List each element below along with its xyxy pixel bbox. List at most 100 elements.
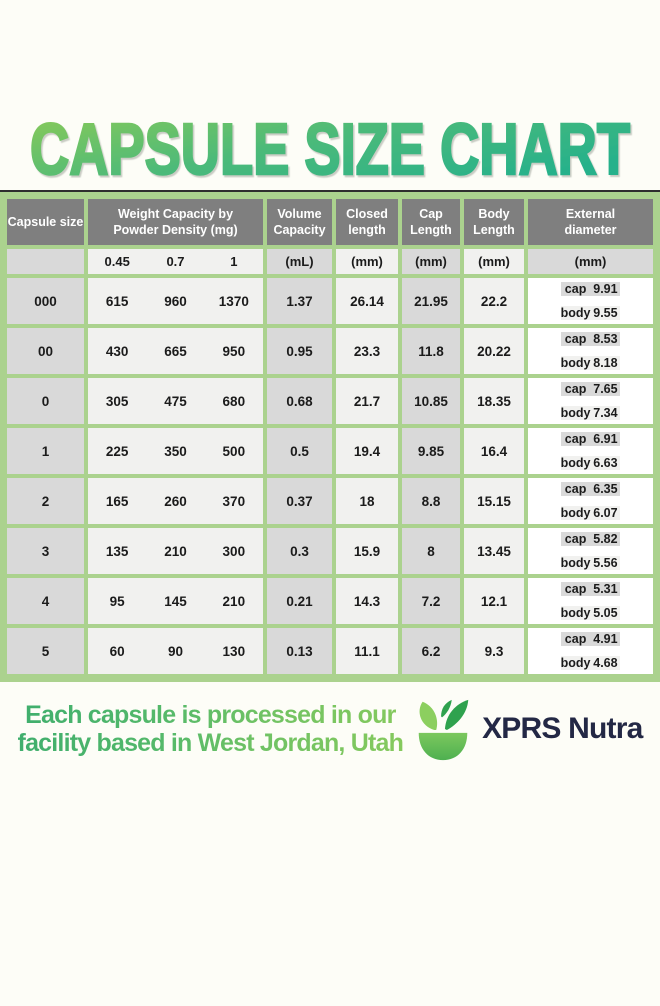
body-diameter-value: 9.55 [593,306,618,320]
cap-label: cap [564,332,587,346]
external-body-row: body 6.63 [560,456,621,470]
weight-1: 210 [222,593,246,609]
external-cap-row: cap 6.35 [560,482,621,496]
capsule-size-cell: 2 [7,478,84,524]
body-label: body [560,406,591,420]
weight-1: 370 [222,493,246,509]
body-label: body [560,306,591,320]
cap-length-cell: 9.85 [402,428,460,474]
weight-capacity-cell: 225 350 500 [88,428,263,474]
footer: Each capsule is processed in our facilit… [0,695,660,763]
cap-diameter-value: 5.82 [593,532,618,546]
volume-capacity-cell: 0.5 [267,428,332,474]
weight-07: 90 [167,643,183,659]
body-length-cell: 18.35 [464,378,524,424]
closed-length-cell: 26.14 [336,278,398,324]
density-1: 1 [230,254,238,269]
page-title-wrap: CAPSULE SIZE CHART [0,106,660,190]
body-length-cell: 22.2 [464,278,524,324]
weight-1: 130 [222,643,246,659]
closed-length-cell: 23.3 [336,328,398,374]
header-external-line2: diameter [564,223,617,237]
body-diameter-value: 6.07 [593,506,618,520]
external-cap-row: cap 4.91 [560,632,621,646]
cap-label: cap [564,582,587,596]
body-diameter-value: 4.68 [593,656,618,670]
footer-tagline-line2: facility based in West Jordan, Utah [17,729,404,757]
weight-07: 475 [164,393,187,409]
external-cap-row: cap 7.65 [560,382,621,396]
closed-length-cell: 18 [336,478,398,524]
external-body-row: body 6.07 [560,506,621,520]
weight-07: 960 [164,293,187,309]
weight-045: 135 [105,543,129,559]
header-volume-capacity: Volume Capacity [267,199,332,245]
header-capsule-size: Capsule size [7,199,84,245]
external-diameter-cell: cap 9.91 body 9.55 [528,278,653,324]
external-diameter-cell: cap 6.91 body 6.63 [528,428,653,474]
cap-length-cell: 10.85 [402,378,460,424]
subheader-volume-unit: (mL) [267,249,332,274]
weight-045: 615 [105,293,129,309]
header-body-length: Body Length [464,199,524,245]
capsule-size-cell: 0 [7,378,84,424]
brand-logo: XPRS Nutra [409,695,643,763]
body-diameter-value: 5.56 [593,556,618,570]
body-diameter-value: 6.63 [593,456,618,470]
weight-1: 680 [222,393,246,409]
subheader-external-unit: (mm) [528,249,653,274]
volume-capacity-cell: 0.3 [267,528,332,574]
cap-diameter-value: 6.35 [593,482,618,496]
header-weight-capacity: Weight Capacity by Powder Density (mg) [88,199,263,245]
weight-07: 145 [164,593,187,609]
capsule-size-cell: 5 [7,628,84,674]
subheader-closed-unit: (mm) [336,249,398,274]
external-diameter-cell: cap 5.31 body 5.05 [528,578,653,624]
cap-diameter-value: 8.53 [593,332,618,346]
body-diameter-value: 5.05 [593,606,618,620]
cap-length-cell: 6.2 [402,628,460,674]
body-length-cell: 12.1 [464,578,524,624]
cap-length-cell: 8 [402,528,460,574]
body-length-cell: 20.22 [464,328,524,374]
weight-045: 305 [105,393,129,409]
weight-1: 950 [222,343,246,359]
cap-label: cap [564,532,587,546]
cap-diameter-value: 6.91 [593,432,618,446]
weight-045: 225 [105,443,129,459]
capsule-size-table: Capsule size Weight Capacity by Powder De… [0,190,660,682]
cap-label: cap [564,282,587,296]
subheader-empty [7,249,84,274]
header-closed-line2: length [348,223,386,237]
external-body-row: body 9.55 [560,306,621,320]
external-body-row: body 5.56 [560,556,621,570]
cap-label: cap [564,632,587,646]
body-length-cell: 16.4 [464,428,524,474]
capsule-size-cell: 3 [7,528,84,574]
page-title: CAPSULE SIZE CHART [30,110,630,190]
body-diameter-value: 8.18 [593,356,618,370]
closed-length-cell: 15.9 [336,528,398,574]
body-label: body [560,456,591,470]
external-diameter-cell: cap 6.35 body 6.07 [528,478,653,524]
capsule-size-cell: 000 [7,278,84,324]
external-diameter-cell: cap 8.53 body 8.18 [528,328,653,374]
capsule-size-cell: 1 [7,428,84,474]
weight-045: 430 [105,343,129,359]
header-closed-length: Closed length [336,199,398,245]
cap-length-cell: 21.95 [402,278,460,324]
weight-07: 350 [164,443,187,459]
closed-length-cell: 19.4 [336,428,398,474]
external-body-row: body 5.05 [560,606,621,620]
volume-capacity-cell: 0.68 [267,378,332,424]
title-graphic: CAPSULE SIZE CHART [29,109,632,190]
header-weight-line1: Weight Capacity by [117,206,234,221]
closed-length-cell: 21.7 [336,378,398,424]
weight-07: 210 [164,543,187,559]
weight-1: 1370 [218,293,249,309]
body-label: body [560,356,591,370]
capsule-size-cell: 4 [7,578,84,624]
capsule-size-cell: 00 [7,328,84,374]
weight-capacity-cell: 135 210 300 [88,528,263,574]
closed-length-cell: 11.1 [336,628,398,674]
